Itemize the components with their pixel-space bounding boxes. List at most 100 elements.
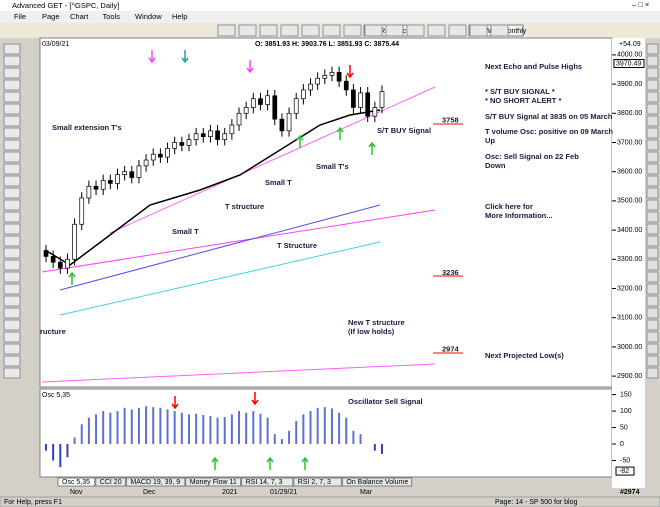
- tool-icon[interactable]: [3, 307, 21, 319]
- tab-label[interactable]: RSI 2, 7, 3: [298, 479, 331, 486]
- tool-icon[interactable]: [646, 343, 659, 355]
- tool-icon[interactable]: [3, 139, 21, 151]
- tool-icon[interactable]: [3, 283, 21, 295]
- tool-icon[interactable]: [3, 199, 21, 211]
- osc-tick-label: 50: [620, 424, 628, 431]
- tool-icon[interactable]: [3, 343, 21, 355]
- tool-icon[interactable]: [3, 91, 21, 103]
- tool-icon[interactable]: [646, 175, 659, 187]
- tool-icon[interactable]: [646, 367, 659, 379]
- tool-icon[interactable]: [3, 67, 21, 79]
- tool-icon[interactable]: [646, 235, 659, 247]
- tool-icon[interactable]: [646, 319, 659, 331]
- tab[interactable]: [241, 477, 294, 487]
- tool-icon[interactable]: [646, 151, 659, 163]
- tool-icon[interactable]: [385, 24, 404, 37]
- tool-icon[interactable]: [3, 175, 21, 187]
- tab[interactable]: [341, 477, 413, 487]
- tool-icon[interactable]: [3, 247, 21, 259]
- tool-icon[interactable]: [646, 115, 659, 127]
- tool-icon[interactable]: [646, 67, 659, 79]
- tool-icon[interactable]: [3, 223, 21, 235]
- tab-label[interactable]: On Balance Volume: [346, 479, 408, 486]
- tool-icon[interactable]: [646, 55, 659, 67]
- tool-icon[interactable]: [646, 163, 659, 175]
- info-text[interactable]: More Information...: [485, 211, 553, 220]
- menu-item[interactable]: Page: [42, 12, 60, 21]
- y-tick-label: 3700.00: [617, 139, 642, 146]
- tool-icon[interactable]: [3, 103, 21, 115]
- tool-icon[interactable]: [448, 24, 467, 37]
- tab[interactable]: [95, 477, 126, 487]
- tool-icon[interactable]: [646, 43, 659, 55]
- tool-icon[interactable]: [646, 79, 659, 91]
- tool-icon[interactable]: [217, 24, 236, 37]
- tool-icon[interactable]: [646, 271, 659, 283]
- tab[interactable]: [125, 477, 186, 487]
- tool-icon[interactable]: [646, 127, 659, 139]
- tool-icon[interactable]: [646, 199, 659, 211]
- tool-icon[interactable]: [3, 55, 21, 67]
- tool-icon[interactable]: [646, 187, 659, 199]
- level-label: 3758: [442, 116, 459, 125]
- tool-icon[interactable]: [3, 79, 21, 91]
- tool-icon[interactable]: [646, 103, 659, 115]
- osc-bar: [273, 434, 276, 445]
- menu-item[interactable]: Tools: [103, 12, 121, 21]
- tool-icon[interactable]: [3, 127, 21, 139]
- info-text[interactable]: Click here for: [485, 202, 533, 211]
- tool-icon[interactable]: [427, 24, 446, 37]
- menu-item[interactable]: Chart: [70, 12, 89, 21]
- menu-item[interactable]: File: [14, 12, 26, 21]
- tool-icon[interactable]: [3, 115, 21, 127]
- tab[interactable]: [185, 477, 242, 487]
- window-controls[interactable]: – □ ×: [632, 0, 649, 9]
- tool-icon[interactable]: [646, 355, 659, 367]
- tab-label[interactable]: CCI 20: [100, 479, 122, 486]
- tool-icon[interactable]: [3, 367, 21, 379]
- tool-icon[interactable]: [490, 24, 509, 37]
- menu-item[interactable]: Window: [135, 12, 162, 21]
- tool-icon[interactable]: [3, 43, 21, 55]
- tool-icon[interactable]: [646, 283, 659, 295]
- tab-label[interactable]: MACD 19, 39, 9: [130, 479, 180, 486]
- tool-icon[interactable]: [343, 24, 362, 37]
- tool-icon[interactable]: [259, 24, 278, 37]
- tool-icon[interactable]: [3, 259, 21, 271]
- tool-icon[interactable]: [646, 259, 659, 271]
- tool-icon[interactable]: [3, 163, 21, 175]
- tool-icon[interactable]: [3, 151, 21, 163]
- change-readout: +54.09: [619, 41, 641, 48]
- tool-icon[interactable]: [3, 355, 21, 367]
- toolbar-button-label[interactable]: Monthly: [502, 28, 527, 35]
- tool-icon[interactable]: [238, 24, 257, 37]
- tool-icon[interactable]: [646, 307, 659, 319]
- tool-icon[interactable]: [646, 211, 659, 223]
- tool-icon[interactable]: [3, 235, 21, 247]
- tab-label[interactable]: Money Flow 11: [190, 479, 237, 486]
- tool-icon[interactable]: [3, 331, 21, 343]
- tool-icon[interactable]: [646, 331, 659, 343]
- tool-icon[interactable]: [364, 24, 383, 37]
- tool-icon[interactable]: [3, 319, 21, 331]
- candle-body: [315, 77, 321, 85]
- tool-icon[interactable]: [646, 295, 659, 307]
- tab[interactable]: [293, 477, 342, 487]
- tab[interactable]: [57, 477, 96, 487]
- tool-icon[interactable]: [280, 24, 299, 37]
- menu-item[interactable]: Help: [172, 12, 187, 21]
- tool-icon[interactable]: [406, 24, 425, 37]
- tool-icon[interactable]: [646, 247, 659, 259]
- tool-icon[interactable]: [301, 24, 320, 37]
- tool-icon[interactable]: [469, 24, 488, 37]
- tool-icon[interactable]: [646, 223, 659, 235]
- tool-icon[interactable]: [3, 271, 21, 283]
- tool-icon[interactable]: [3, 295, 21, 307]
- tool-icon[interactable]: [322, 24, 341, 37]
- tab-label[interactable]: RSI 14, 7, 3: [246, 479, 283, 486]
- tool-icon[interactable]: [646, 139, 659, 151]
- tab-label[interactable]: Osc 5,35: [62, 479, 90, 486]
- tool-icon[interactable]: [3, 187, 21, 199]
- tool-icon[interactable]: [646, 91, 659, 103]
- tool-icon[interactable]: [3, 211, 21, 223]
